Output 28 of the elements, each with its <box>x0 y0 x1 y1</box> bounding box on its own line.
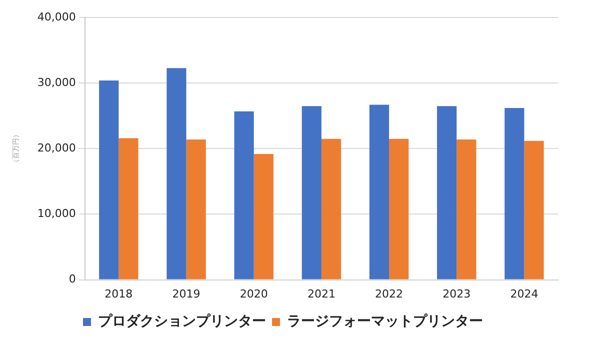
x-tick-label: 2024 <box>510 287 538 300</box>
bar <box>504 108 524 280</box>
y-tick-label: 0 <box>68 272 76 286</box>
y-tick-label: 20,000 <box>37 142 76 155</box>
bar <box>118 138 138 280</box>
x-tick-label: 2018 <box>104 287 133 300</box>
x-tick-label: 2019 <box>172 287 200 300</box>
y-tick-label: 40,000 <box>37 10 76 24</box>
bar <box>186 140 206 280</box>
bar <box>254 154 274 280</box>
x-tick-label: 2021 <box>307 287 336 300</box>
x-tick-label: 2022 <box>375 287 404 300</box>
bar <box>302 106 322 280</box>
bar <box>234 111 254 280</box>
bar <box>166 68 186 280</box>
bar <box>99 80 119 280</box>
bar <box>389 138 409 280</box>
bar <box>369 104 390 280</box>
y-tick-label: 10,000 <box>37 207 76 220</box>
bar <box>524 140 544 280</box>
legend-label: ラージフォーマットプリンター <box>287 312 483 330</box>
x-tick-label: 2023 <box>442 287 471 300</box>
bar <box>456 140 476 280</box>
legend-label: プロダクションプリンター <box>98 312 266 330</box>
x-tick-label: 2020 <box>240 287 268 300</box>
bar <box>437 106 457 280</box>
bar <box>321 138 342 280</box>
y-tick-label: 30,000 <box>37 76 76 90</box>
